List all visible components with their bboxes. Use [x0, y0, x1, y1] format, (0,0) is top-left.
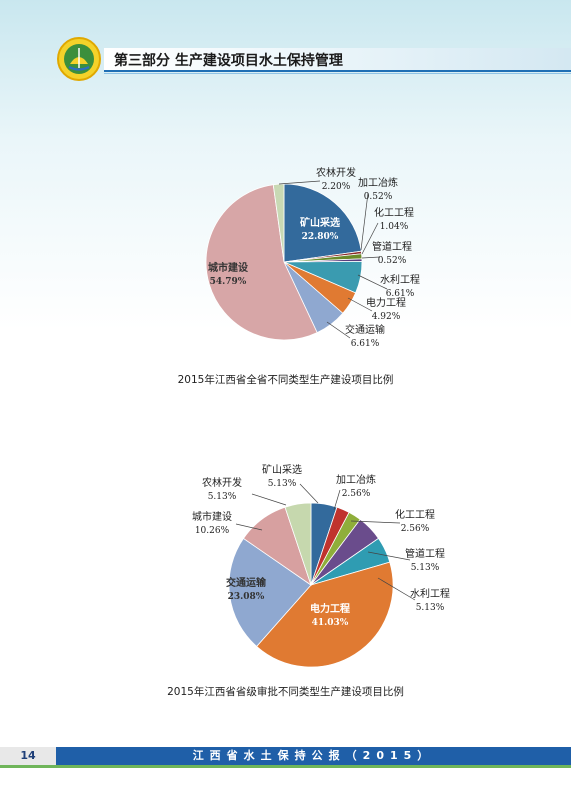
slice-label-加工冶炼: 加工冶炼: [358, 176, 398, 189]
pie-slice-交通运输: [228, 537, 312, 647]
leader-line-交通运输: [326, 321, 351, 339]
leader-line-农林开发: [251, 493, 287, 506]
header-band: [104, 48, 571, 70]
logo-emblem: [57, 37, 101, 81]
leader-line-城市建设: [235, 523, 263, 531]
leader-line-加工冶炼: [360, 192, 369, 251]
header-rule: [104, 70, 571, 72]
slice-label-电力工程: 电力工程: [366, 296, 406, 309]
leader-line-化工工程: [350, 520, 401, 524]
slice-label-交通运输: 交通运输: [226, 576, 267, 589]
footer-accent: [0, 765, 571, 768]
slice-value-管道工程: 0.52%: [378, 256, 407, 266]
pie-chart-2: 矿山采选 5.13% 加工冶炼 2.56% 化工工程 2.56% 管道工程 5.13% 水利工程…: [192, 463, 450, 668]
slice-value-电力工程: 4.92%: [372, 312, 401, 322]
slice-value-矿山采选: 5.13%: [268, 479, 297, 489]
pie-slice-矿山采选: [283, 183, 362, 263]
chart1-caption: 2015年江西省全省不同类型生产建设项目比例: [177, 374, 394, 386]
pie-slice-农林开发: [284, 502, 312, 586]
slice-label-水利工程: 水利工程: [410, 588, 450, 600]
slice-value-农林开发: 2.20%: [322, 182, 351, 192]
leader-line-管道工程: [361, 256, 381, 259]
pie-chart-1: 矿山采选 22.80% 加工冶炼 0.52% 化工工程 1.04% 管道工程 0.52% 水利工…: [205, 166, 420, 349]
slice-value-电力工程: 41.03%: [312, 618, 349, 628]
slice-value-加工冶炼: 0.52%: [364, 192, 393, 202]
slice-label-城市建设: 城市建设: [192, 510, 232, 523]
slice-label-城市建设: 城市建设: [208, 261, 248, 274]
slice-label-加工冶炼: 加工冶炼: [336, 473, 376, 486]
slice-value-水利工程: 5.13%: [416, 603, 445, 613]
header-rule-thin: [104, 73, 571, 74]
leader-line-加工冶炼: [333, 489, 341, 511]
slice-value-加工冶炼: 2.56%: [342, 489, 371, 499]
slice-value-农林开发: 5.13%: [208, 492, 237, 502]
leader-line-水利工程: [357, 274, 388, 290]
slice-label-化工工程: 化工工程: [395, 508, 435, 521]
slice-value-化工工程: 2.56%: [401, 524, 430, 534]
leader-line-电力工程: [347, 297, 373, 312]
slice-value-交通运输: 6.61%: [351, 339, 380, 349]
slice-label-化工工程: 化工工程: [374, 206, 414, 219]
slice-value-交通运输: 23.08%: [228, 592, 265, 602]
slice-value-管道工程: 5.13%: [411, 563, 440, 573]
slice-label-水利工程: 水利工程: [380, 274, 420, 286]
footer-bar: [0, 747, 571, 765]
slice-value-城市建设: 10.26%: [195, 526, 230, 536]
page-title: 第三部分 生产建设项目水土保持管理: [114, 53, 343, 69]
leader-line-管道工程: [367, 551, 411, 561]
chart2-caption: 2015年江西省省级审批不同类型生产建设项目比例: [167, 686, 404, 698]
slice-label-矿山采选: 矿山采选: [300, 216, 340, 229]
slice-label-农林开发: 农林开发: [316, 166, 356, 179]
leader-line-矿山采选: [299, 483, 319, 504]
pie-slice-农林开发: [272, 183, 285, 263]
slice-value-城市建设: 54.79%: [210, 277, 247, 287]
page-number: 14: [0, 747, 56, 765]
leader-line-农林开发: [278, 180, 321, 185]
pie-slice-城市建设: [205, 184, 318, 341]
slice-label-交通运输: 交通运输: [345, 323, 385, 336]
footer-title: 江西省水土保持公报（2015）: [192, 749, 435, 762]
slice-label-管道工程: 管道工程: [405, 547, 445, 560]
slice-value-矿山采选: 22.80%: [302, 232, 339, 242]
slice-label-农林开发: 农林开发: [202, 476, 242, 489]
slice-label-电力工程: 电力工程: [310, 602, 350, 615]
slice-value-化工工程: 1.04%: [380, 222, 409, 232]
slice-value-水利工程: 6.61%: [386, 289, 415, 299]
leader-line-水利工程: [377, 577, 416, 601]
slice-label-矿山采选: 矿山采选: [262, 463, 302, 476]
pie-slice-电力工程: [256, 561, 394, 668]
slice-label-管道工程: 管道工程: [372, 240, 412, 253]
leader-line-化工工程: [361, 222, 379, 255]
